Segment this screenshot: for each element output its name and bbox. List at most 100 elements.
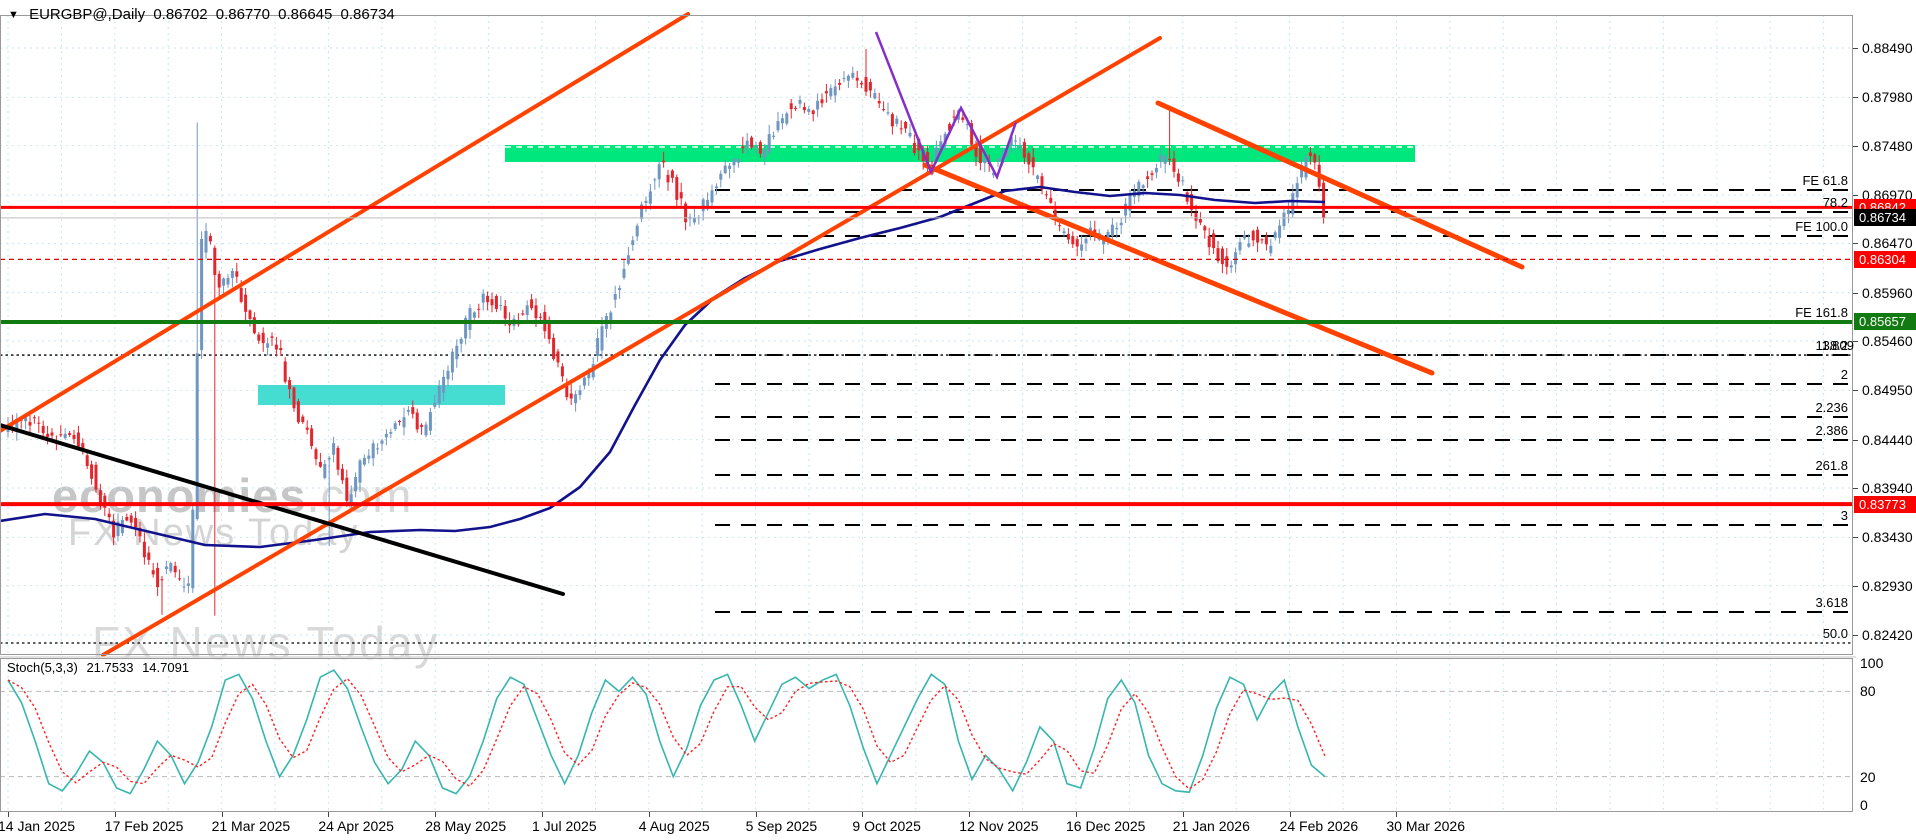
collapse-indicator-icon[interactable]: ▼ — [8, 9, 19, 21]
chart-graphic — [230, 270, 234, 278]
chart-graphic — [807, 109, 811, 113]
chart-graphic — [332, 443, 336, 455]
chart-graphic — [279, 347, 283, 351]
chart-graphic — [151, 570, 155, 575]
chart-graphic — [838, 82, 842, 85]
chart-graphic — [860, 82, 864, 85]
stoch-value-signal: 14.7091 — [142, 660, 190, 675]
chart-graphic — [582, 377, 586, 386]
chart-graphic — [547, 322, 551, 340]
price-axis-label: 0.87980 — [1862, 89, 1913, 106]
chart-graphic — [996, 158, 1000, 161]
stoch-axis-label: 20 — [1860, 768, 1876, 785]
chart-graphic — [710, 190, 714, 203]
chart-graphic — [112, 520, 116, 538]
chart-graphic — [1146, 176, 1150, 179]
chart-graphic — [798, 100, 802, 104]
symbol-name: EURGBP@,Daily — [29, 6, 146, 23]
chart-graphic — [415, 412, 419, 430]
chart-graphic — [235, 271, 239, 277]
chart-graphic — [446, 370, 450, 380]
chart-graphic — [1278, 225, 1282, 238]
price-tick-mark — [1853, 390, 1858, 392]
chart-title: ▼ EURGBP@,Daily 0.86702 0.86770 0.86645 … — [8, 6, 399, 23]
chart-graphic — [318, 462, 322, 467]
chart-graphic — [244, 294, 248, 312]
chart-graphic — [820, 99, 824, 104]
chart-graphic — [1124, 203, 1128, 216]
chart-graphic — [1075, 239, 1079, 247]
chart-graphic — [1062, 231, 1066, 234]
ohlc-high: 0.86770 — [215, 6, 270, 23]
chart-graphic — [1110, 224, 1114, 237]
chart-graphic — [164, 566, 168, 570]
chart-graphic — [609, 312, 613, 322]
chart-graphic — [1260, 239, 1264, 241]
chart-graphic — [970, 123, 974, 145]
date-axis-label: 16 Dec 2025 — [1066, 818, 1146, 834]
chart-graphic — [41, 425, 45, 434]
chart-graphic — [1313, 154, 1317, 163]
chart-graphic — [1080, 244, 1084, 251]
price-tick-mark — [1853, 48, 1858, 49]
chart-graphic — [1027, 153, 1031, 165]
chart-graphic — [288, 380, 292, 390]
chart-graphic — [939, 141, 943, 148]
chart-graphic — [1031, 157, 1035, 168]
date-tick-mark — [969, 812, 971, 817]
price-chart-canvas[interactable] — [0, 0, 1856, 840]
chart-graphic — [745, 140, 749, 149]
chart-graphic — [802, 106, 806, 111]
chart-graphic — [1273, 232, 1277, 238]
chart-graphic — [354, 477, 358, 492]
chart-graphic — [486, 295, 490, 303]
chart-graphic — [886, 112, 890, 114]
chart-graphic — [1102, 237, 1106, 245]
chart-graphic — [1234, 252, 1238, 265]
chart-graphic — [873, 92, 877, 99]
chart-graphic — [208, 236, 212, 242]
date-axis-label: 1 Jul 2025 — [532, 818, 597, 834]
chart-graphic — [477, 308, 481, 310]
chart-graphic — [1137, 181, 1141, 197]
chart-graphic — [1009, 136, 1013, 146]
price-tick-mark — [1853, 585, 1858, 587]
chart-graphic — [437, 385, 441, 404]
chart-graphic — [178, 578, 182, 580]
chart-graphic — [1058, 225, 1062, 227]
chart-graphic — [635, 225, 639, 237]
chart-graphic — [882, 109, 886, 111]
chart-graphic — [200, 238, 204, 351]
chart-graphic — [1308, 152, 1312, 157]
chart-graphic — [992, 172, 996, 176]
chart-graphic — [274, 344, 278, 350]
chart-graphic — [1066, 233, 1070, 240]
chart-graphic — [455, 345, 459, 360]
date-axis-label: 28 May 2025 — [425, 818, 507, 834]
chart-graphic — [222, 278, 226, 286]
chart-graphic — [125, 517, 129, 521]
date-tick-mark — [755, 812, 757, 817]
chart-graphic — [754, 146, 758, 148]
chart-graphic — [340, 468, 344, 481]
chart-graphic — [142, 541, 146, 558]
date-axis-label: 5 Sep 2025 — [745, 818, 818, 834]
chart-graphic — [37, 422, 41, 424]
chart-graphic — [1286, 209, 1290, 215]
stoch-axis-label: 0 — [1860, 797, 1868, 813]
chart-graphic — [525, 305, 529, 316]
chart-graphic — [1291, 193, 1295, 215]
price-axis-label: 0.83940 — [1862, 480, 1913, 496]
chart-graphic — [6, 48, 1326, 616]
chart-graphic — [371, 443, 375, 459]
chart-graphic — [824, 91, 828, 94]
chart-graphic — [428, 412, 432, 431]
chart-graphic — [978, 144, 982, 163]
chart-graphic — [934, 147, 938, 162]
chart-graphic — [169, 563, 173, 572]
stoch-value-main: 21.7533 — [86, 660, 134, 675]
chart-graphic — [569, 393, 573, 399]
chart-graphic — [261, 332, 265, 344]
chart-graphic — [728, 165, 732, 169]
chart-graphic — [257, 334, 261, 341]
